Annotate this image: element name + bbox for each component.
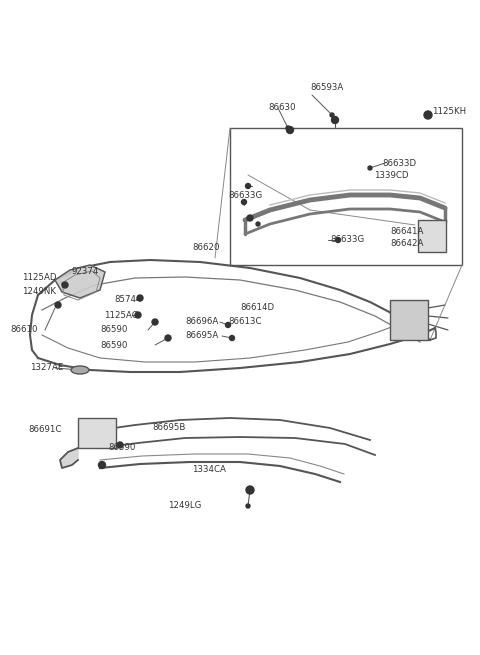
Text: 86590: 86590 xyxy=(108,443,135,453)
Text: 1334CA: 1334CA xyxy=(192,466,226,474)
Circle shape xyxy=(98,462,106,468)
Circle shape xyxy=(152,319,158,325)
Circle shape xyxy=(165,335,171,341)
Polygon shape xyxy=(55,265,105,298)
Text: 86633G: 86633G xyxy=(330,236,364,244)
Text: 86590: 86590 xyxy=(100,341,127,350)
Circle shape xyxy=(135,312,141,318)
Bar xyxy=(418,220,446,252)
Text: 1249NK: 1249NK xyxy=(22,288,56,297)
Circle shape xyxy=(117,442,123,448)
Circle shape xyxy=(246,486,254,494)
Text: 86633D: 86633D xyxy=(382,159,416,168)
Text: 85744: 85744 xyxy=(114,295,142,305)
Text: 86593A: 86593A xyxy=(310,83,343,92)
Circle shape xyxy=(55,302,61,308)
Text: 86642A: 86642A xyxy=(390,240,423,248)
Text: 1125AD: 1125AD xyxy=(22,274,57,282)
Circle shape xyxy=(246,504,250,508)
Circle shape xyxy=(332,117,338,124)
Circle shape xyxy=(336,238,340,242)
Circle shape xyxy=(256,222,260,226)
Ellipse shape xyxy=(71,366,89,374)
Bar xyxy=(78,418,116,448)
Text: 86610: 86610 xyxy=(10,326,37,335)
Polygon shape xyxy=(60,448,78,468)
Circle shape xyxy=(226,322,230,328)
Circle shape xyxy=(229,335,235,341)
Text: 86691C: 86691C xyxy=(28,426,61,434)
Text: 86630: 86630 xyxy=(268,103,296,113)
Circle shape xyxy=(62,282,68,288)
Text: 1339CD: 1339CD xyxy=(374,170,408,179)
Circle shape xyxy=(330,113,334,117)
Text: 86613C: 86613C xyxy=(228,318,262,326)
Circle shape xyxy=(241,200,247,204)
Text: 1125KH: 1125KH xyxy=(432,107,466,117)
Text: 86620: 86620 xyxy=(192,244,219,252)
Circle shape xyxy=(368,166,372,170)
Circle shape xyxy=(245,183,251,189)
Text: 1125AC: 1125AC xyxy=(104,310,138,320)
Text: 86696A: 86696A xyxy=(185,318,218,326)
Text: 86614D: 86614D xyxy=(240,303,274,312)
Circle shape xyxy=(247,215,253,221)
Text: 86641A: 86641A xyxy=(390,227,423,236)
Text: 86633G: 86633G xyxy=(228,191,262,200)
Text: 1249LG: 1249LG xyxy=(168,502,202,510)
Text: 86695B: 86695B xyxy=(152,424,185,432)
Circle shape xyxy=(286,126,290,130)
Text: 86590: 86590 xyxy=(100,326,127,335)
Text: 1327AE: 1327AE xyxy=(30,364,63,373)
Text: 92374: 92374 xyxy=(72,267,99,276)
Bar xyxy=(230,128,462,265)
Circle shape xyxy=(287,126,293,134)
Circle shape xyxy=(137,295,143,301)
Text: 86695A: 86695A xyxy=(185,331,218,341)
Circle shape xyxy=(424,111,432,119)
Bar xyxy=(390,300,428,340)
